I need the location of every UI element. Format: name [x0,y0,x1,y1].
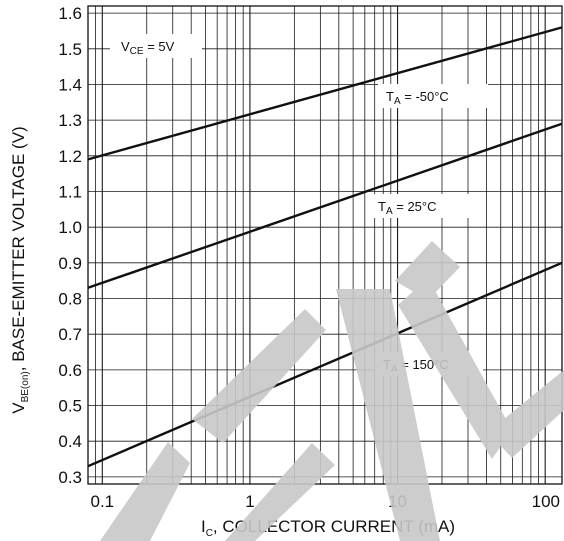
y-tick-label: 0.4 [58,432,82,451]
y-tick-label: 1.0 [58,218,82,237]
y-tick-label: 1.1 [58,182,82,201]
watermark [100,241,564,541]
y-tick-label: 1.4 [58,75,82,94]
y-tick-label: 1.2 [58,147,82,166]
y-tick-label: 1.3 [58,111,82,130]
y-tick-label: 0.8 [58,290,82,309]
y-axis-label: VBE(on), BASE-EMITTER VOLTAGE (V) [9,126,31,413]
curve-label: TA = 25°C [378,199,437,217]
y-tick-label: 0.6 [58,361,82,380]
curve-label-background [370,194,470,218]
y-tick-label: 0.7 [58,325,82,344]
x-tick-label: 100 [532,492,560,511]
y-tick-label: 0.3 [58,468,82,487]
x-tick-label: 0.1 [90,492,114,511]
series-line-3 [87,261,563,468]
series-line-1 [87,26,563,161]
y-tick-label: 1.5 [58,40,82,59]
series-line-2 [87,122,563,289]
curve-label-background [378,84,488,108]
y-tick-label: 0.5 [58,397,82,416]
y-tick-labels: 0.3 0.4 0.5 0.6 0.7 0.8 0.9 1.0 1.1 1.2 1.3 1.4 1.5 1… [58,4,82,487]
curves [87,26,563,468]
y-tick-label: 1.6 [58,4,82,23]
plot-frame [87,5,563,485]
vce-annotation-background [110,34,202,58]
x-tick-label: 1 [245,492,254,511]
curve-label: TA = -50°C [386,89,449,107]
y-tick-label: 0.9 [58,254,82,273]
vce-annotation: VCE = 5V [121,39,175,57]
grid [88,6,562,484]
